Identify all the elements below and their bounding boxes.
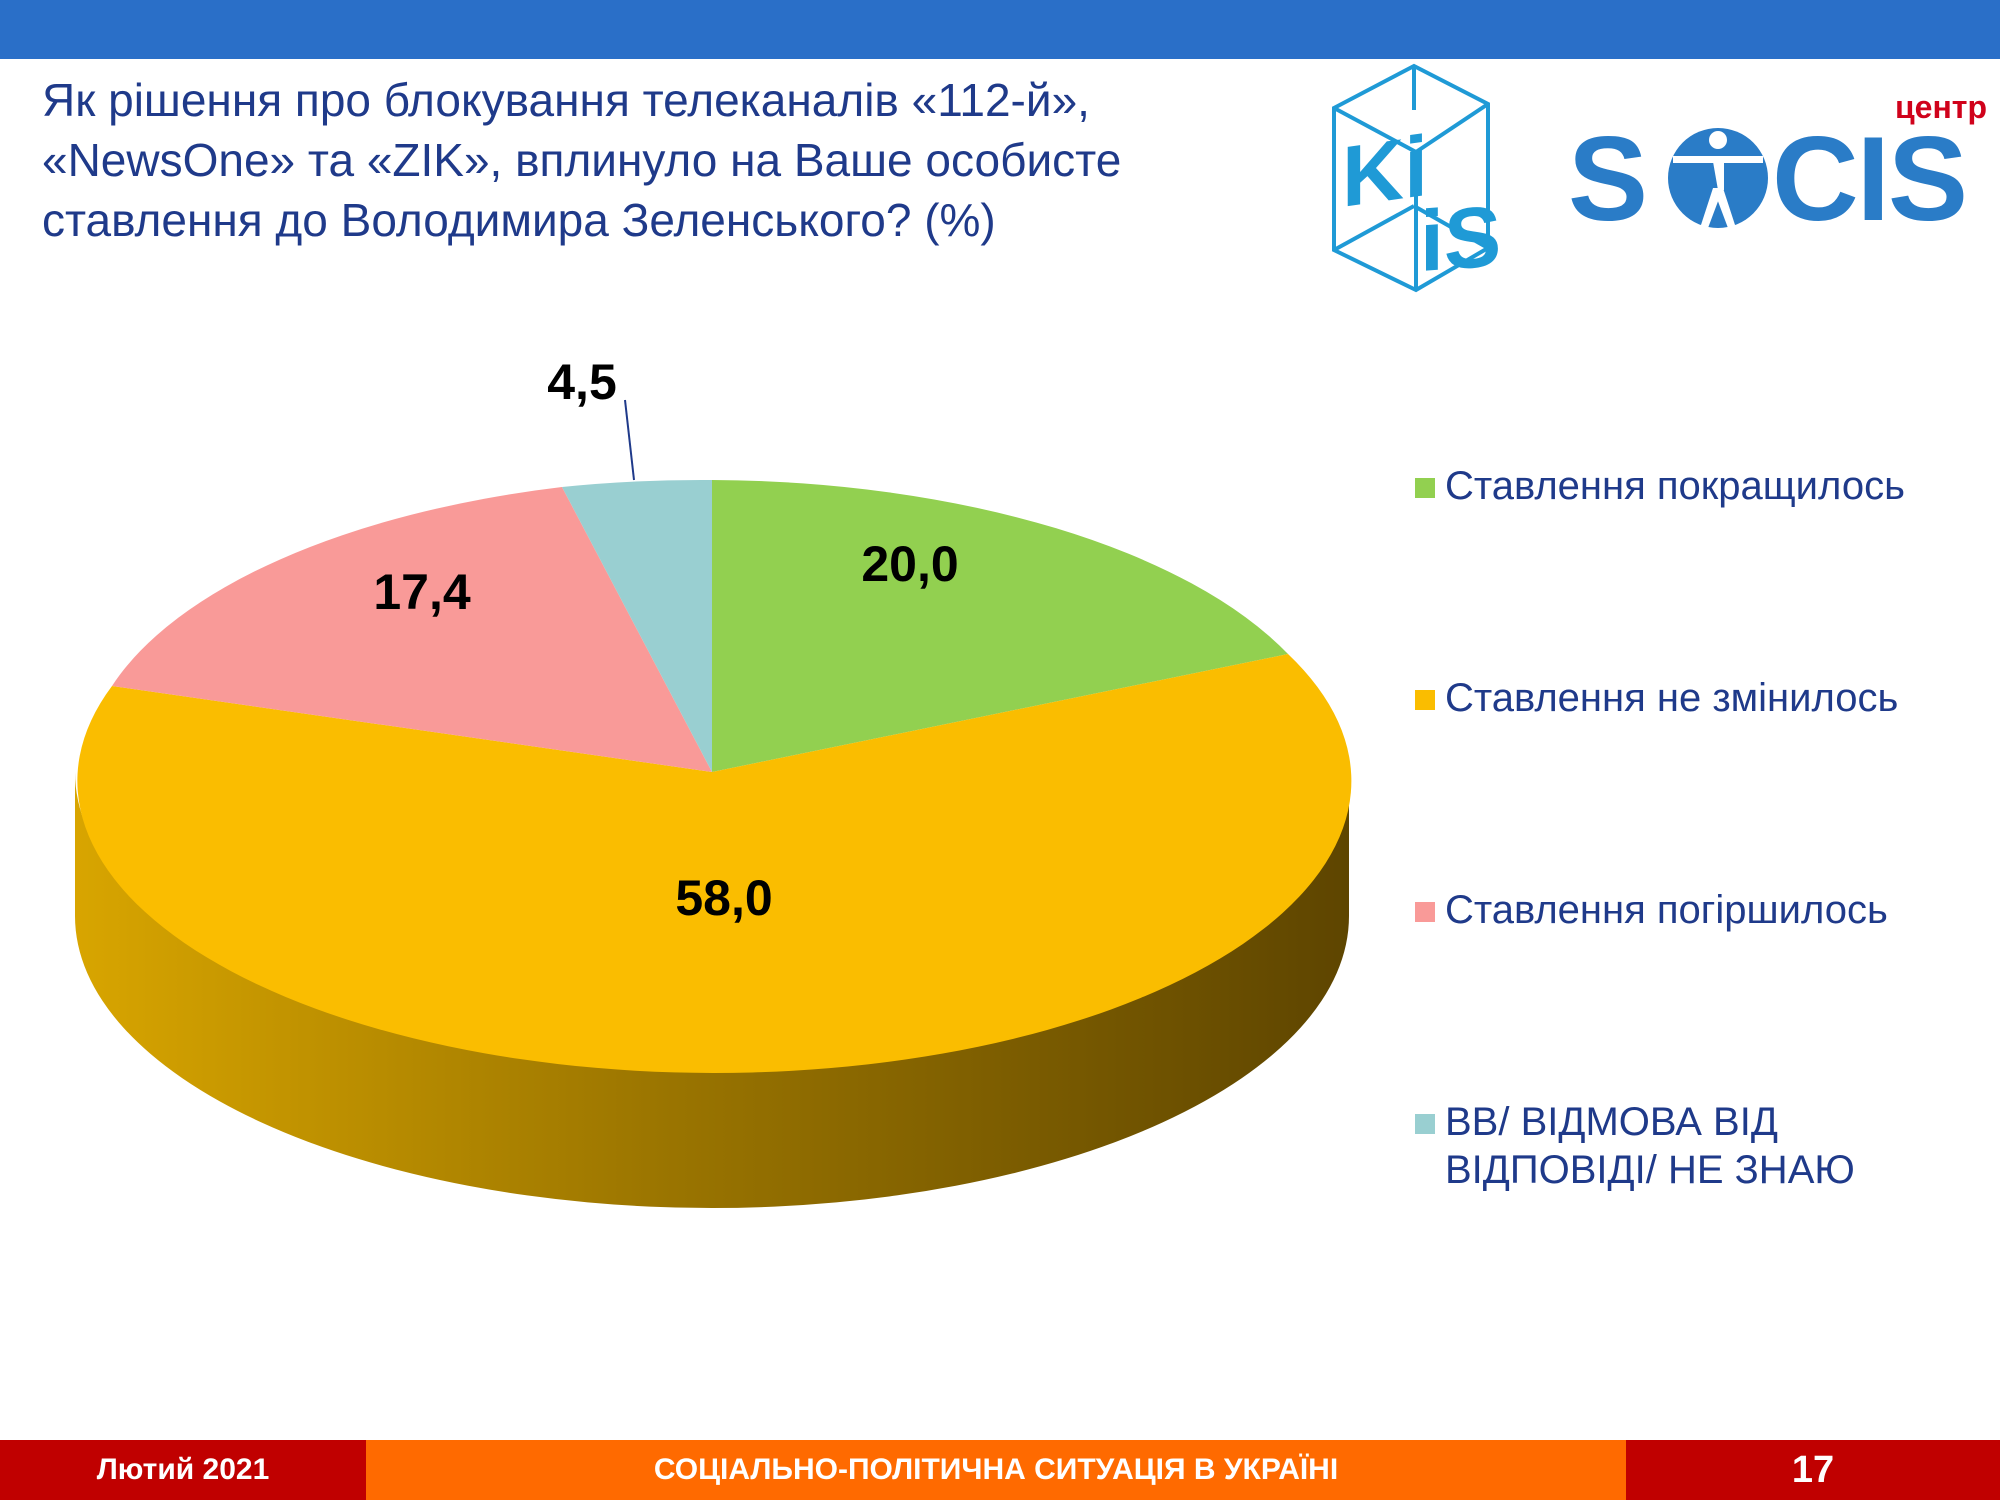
legend-label: ВВ/ ВІДМОВА ВІД ВІДПОВІДІ/ НЕ ЗНАЮ [1445,1098,1855,1194]
data-label-dont-know: 4,5 [547,354,617,410]
socis-name-rest: CIS [1772,112,1966,246]
slice-unchanged [77,654,1352,1073]
legend-label: Ставлення не змінилось [1445,676,1899,720]
title-line: «NewsOne» та «ZIK», вплинуло на Ваше осо… [42,134,1122,186]
title-line: ставлення до Володимира Зеленського? (%) [42,194,996,246]
leader-line [624,399,635,481]
page-title: Як рішення про блокування телеканалів «1… [42,70,1292,250]
footer: Лютий 2021 СОЦІАЛЬНО-ПОЛІТИЧНА СИТУАЦІЯ … [0,1440,2000,1500]
legend-label: Ставлення погіршилось [1445,888,1888,932]
legend-item-worsened: Ставлення погіршилось [1415,886,1888,934]
legend-swatch-icon [1415,1114,1435,1134]
pie-chart-svg [75,399,1352,1208]
slice-worsened [112,487,712,772]
kiis-text-top: Ki [1342,118,1428,226]
slice-improved [712,480,1288,772]
socis-prefix: центр [1895,89,1987,125]
logos: Ki iS центр S CIS [1320,60,2000,300]
legend-item-improved: Ставлення покращилось [1415,462,1905,510]
legend-label-line: ВВ/ ВІДМОВА ВІД [1445,1100,1778,1144]
legend-item-dont-know: ВВ/ ВІДМОВА ВІД ВІДПОВІДІ/ НЕ ЗНАЮ [1415,1098,1855,1194]
page-number: 17 [1626,1440,2000,1500]
legend-label-line: ВІДПОВІДІ/ НЕ ЗНАЮ [1445,1148,1855,1192]
legend-swatch-icon [1415,478,1435,498]
footer-section-title: СОЦІАЛЬНО-ПОЛІТИЧНА СИТУАЦІЯ В УКРАЇНІ [366,1440,1626,1500]
top-bar [0,0,2000,59]
legend-item-unchanged: Ставлення не змінилось [1415,674,1898,722]
legend-swatch-icon [1415,690,1435,710]
figure-icon [1673,131,1763,228]
kiis-text-bottom: iS [1420,188,1501,290]
pie-chart: 20,0 58,0 17,4 4,5 [0,340,1400,1260]
title-line: Як рішення про блокування телеканалів «1… [42,74,1090,126]
legend-label: Ставлення покращилось [1445,464,1905,508]
footer-date: Лютий 2021 [0,1440,366,1500]
slice-dont-know [562,479,712,772]
data-label-worsened: 17,4 [373,564,471,620]
socis-name-s: S [1568,112,1646,246]
data-label-unchanged: 58,0 [675,870,773,926]
pie-side-wall [75,772,1349,1208]
kiis-logo: Ki iS центр S CIS [1332,63,1987,293]
data-label-improved: 20,0 [861,536,959,592]
legend-swatch-icon [1415,902,1435,922]
